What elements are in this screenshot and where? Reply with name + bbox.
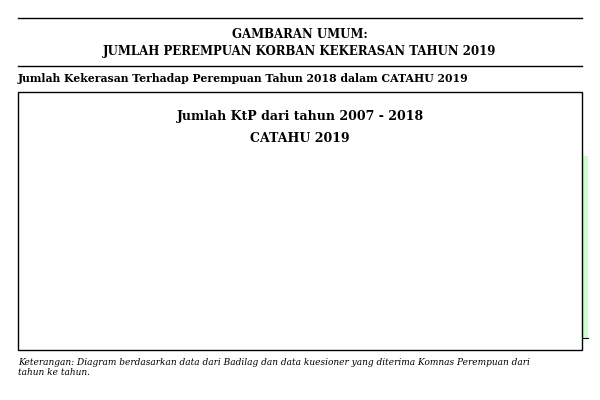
Bar: [548, 177, 578, 338]
Text: GAMBARAN UMUM:: GAMBARAN UMUM:: [232, 28, 368, 40]
Text: 279,688: 279,688: [322, 217, 356, 225]
Text: 293,220: 293,220: [367, 212, 401, 220]
Bar: [144, 281, 175, 338]
Bar: [234, 291, 265, 338]
Text: 105,103: 105,103: [187, 286, 221, 294]
Text: 119,107: 119,107: [232, 281, 266, 289]
Bar: [413, 211, 444, 338]
Text: Keterangan: Diagram berdasarkan data dari Badilag dan data kuesioner yang diteri: Keterangan: Diagram berdasarkan data dar…: [18, 358, 530, 378]
Bar: [503, 200, 534, 338]
Text: 54,425: 54,425: [100, 306, 129, 314]
Text: 321,752: 321,752: [412, 201, 446, 209]
Text: 216,156: 216,156: [277, 242, 311, 250]
Bar: [368, 222, 399, 338]
Bar: [189, 296, 220, 338]
Text: Jumlah Kekerasan Terhadap Perempuan Tahun 2018 dalam CATAHU 2019: Jumlah Kekerasan Terhadap Perempuan Tahu…: [18, 72, 469, 84]
Bar: [279, 252, 310, 338]
Bar: [100, 316, 130, 338]
Text: 143,586: 143,586: [142, 271, 176, 279]
Text: 348,446: 348,446: [501, 190, 536, 198]
Text: JUMLAH PEREMPUAN KORBAN KEKERASAN TAHUN 2019: JUMLAH PEREMPUAN KORBAN KEKERASAN TAHUN …: [103, 46, 497, 58]
Bar: [458, 236, 489, 338]
Text: CATAHU 2019: CATAHU 2019: [250, 132, 350, 144]
Text: 25,522: 25,522: [55, 318, 84, 326]
Text: 406,178: 406,178: [546, 167, 581, 175]
Text: Jumlah KtP dari tahun 2007 - 2018: Jumlah KtP dari tahun 2007 - 2018: [176, 110, 424, 123]
Bar: [323, 227, 354, 338]
Text: 259,150: 259,150: [457, 226, 491, 234]
Bar: [55, 328, 85, 338]
